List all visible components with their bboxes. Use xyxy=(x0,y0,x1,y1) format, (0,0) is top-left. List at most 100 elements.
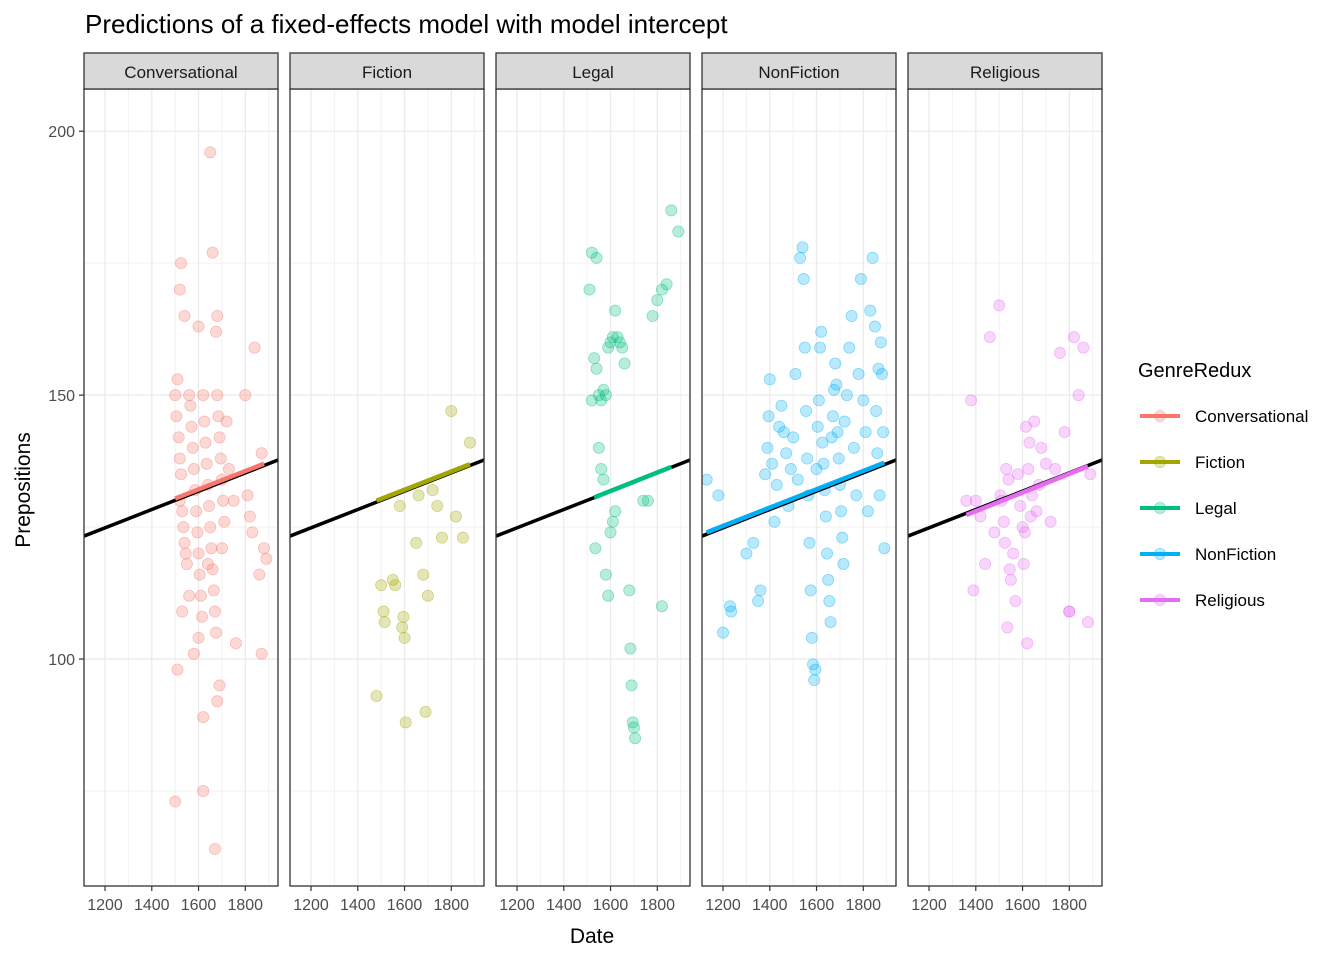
data-point xyxy=(449,510,462,523)
data-point xyxy=(595,463,608,476)
data-point xyxy=(1000,463,1013,476)
data-point xyxy=(803,536,816,549)
data-point xyxy=(421,589,434,602)
data-point xyxy=(183,389,196,402)
data-point xyxy=(213,679,226,692)
data-point xyxy=(393,499,406,512)
data-point xyxy=(179,547,192,560)
data-point xyxy=(186,441,199,454)
data-point xyxy=(590,251,603,264)
facet-strip xyxy=(495,52,691,90)
data-point xyxy=(171,663,184,676)
data-point xyxy=(389,579,402,592)
x-tick-label: 1800 xyxy=(845,897,881,914)
data-point xyxy=(836,531,849,544)
facet-strip-label: Legal xyxy=(572,63,614,82)
data-point xyxy=(190,505,203,518)
data-point xyxy=(206,246,219,259)
facet-strip xyxy=(289,52,485,90)
data-point xyxy=(872,362,885,375)
chart-title: Predictions of a fixed-effects model wit… xyxy=(85,9,728,39)
data-point xyxy=(847,441,860,454)
data-point xyxy=(205,542,218,555)
data-point xyxy=(208,843,221,856)
data-point xyxy=(798,341,811,354)
data-point xyxy=(377,605,390,618)
data-point xyxy=(859,426,872,439)
data-point xyxy=(768,515,781,528)
legend-item-nonfiction: NonFiction xyxy=(1140,545,1276,564)
panel-background xyxy=(496,89,690,886)
data-point xyxy=(787,431,800,444)
data-point xyxy=(761,441,774,454)
data-point xyxy=(854,273,867,286)
data-point xyxy=(177,521,190,534)
data-point xyxy=(864,304,877,317)
panel-background xyxy=(290,89,484,886)
facet-panel-religious: Religious 1200 1400 1600 1800 xyxy=(907,52,1103,914)
facet-strip xyxy=(907,52,1103,90)
data-point xyxy=(988,526,1001,539)
data-point xyxy=(773,420,786,433)
data-point xyxy=(599,389,612,402)
data-point xyxy=(637,494,650,507)
x-axis-ticks: 1200 1400 1600 1800 xyxy=(87,886,263,914)
data-point xyxy=(874,336,887,349)
legend-key-point xyxy=(1154,409,1167,422)
data-point xyxy=(185,420,198,433)
data-point xyxy=(805,631,818,644)
data-point xyxy=(200,457,213,470)
data-point xyxy=(777,426,790,439)
data-point xyxy=(583,283,596,296)
data-point xyxy=(169,389,182,402)
data-point xyxy=(1023,436,1036,449)
data-point xyxy=(724,600,737,613)
points-religious xyxy=(960,299,1097,650)
data-point xyxy=(868,320,881,333)
data-point xyxy=(822,573,835,586)
data-point xyxy=(170,410,183,423)
data-point xyxy=(993,299,1006,312)
data-point xyxy=(796,241,809,254)
data-point xyxy=(1058,426,1071,439)
x-tick-label: 1200 xyxy=(87,897,123,914)
data-point xyxy=(173,452,186,465)
data-point xyxy=(624,642,637,655)
data-point xyxy=(655,600,668,613)
legend-label: Fiction xyxy=(1195,453,1245,472)
x-tick-label: 1600 xyxy=(181,897,217,914)
data-point xyxy=(1018,526,1031,539)
x-tick-label: 1800 xyxy=(1051,897,1087,914)
data-point xyxy=(665,204,678,217)
data-point xyxy=(857,394,870,407)
data-point xyxy=(208,605,221,618)
data-point xyxy=(255,647,268,660)
data-point xyxy=(832,452,845,465)
data-point xyxy=(655,283,668,296)
data-point xyxy=(965,394,978,407)
x-tick-label: 1200 xyxy=(499,897,535,914)
data-point xyxy=(641,494,654,507)
data-point xyxy=(419,705,432,718)
data-point xyxy=(606,331,619,344)
data-point xyxy=(203,499,216,512)
points-legal xyxy=(583,204,685,745)
legend-label: NonFiction xyxy=(1195,545,1276,564)
data-point xyxy=(829,357,842,370)
data-point xyxy=(239,389,252,402)
facet-panels: Conversational 1200 1400 1600 1800 100 150 200 F… xyxy=(48,52,1103,914)
data-point xyxy=(754,584,767,597)
data-point xyxy=(399,716,412,729)
data-point xyxy=(180,558,193,571)
data-point xyxy=(218,515,231,528)
data-point xyxy=(725,605,738,618)
data-point xyxy=(801,452,814,465)
data-point xyxy=(426,484,439,497)
data-point xyxy=(595,394,608,407)
legend-item-fiction: Fiction xyxy=(1140,453,1245,472)
data-point xyxy=(878,542,891,555)
data-point xyxy=(625,679,638,692)
data-point xyxy=(794,251,807,264)
data-point xyxy=(1016,521,1029,534)
